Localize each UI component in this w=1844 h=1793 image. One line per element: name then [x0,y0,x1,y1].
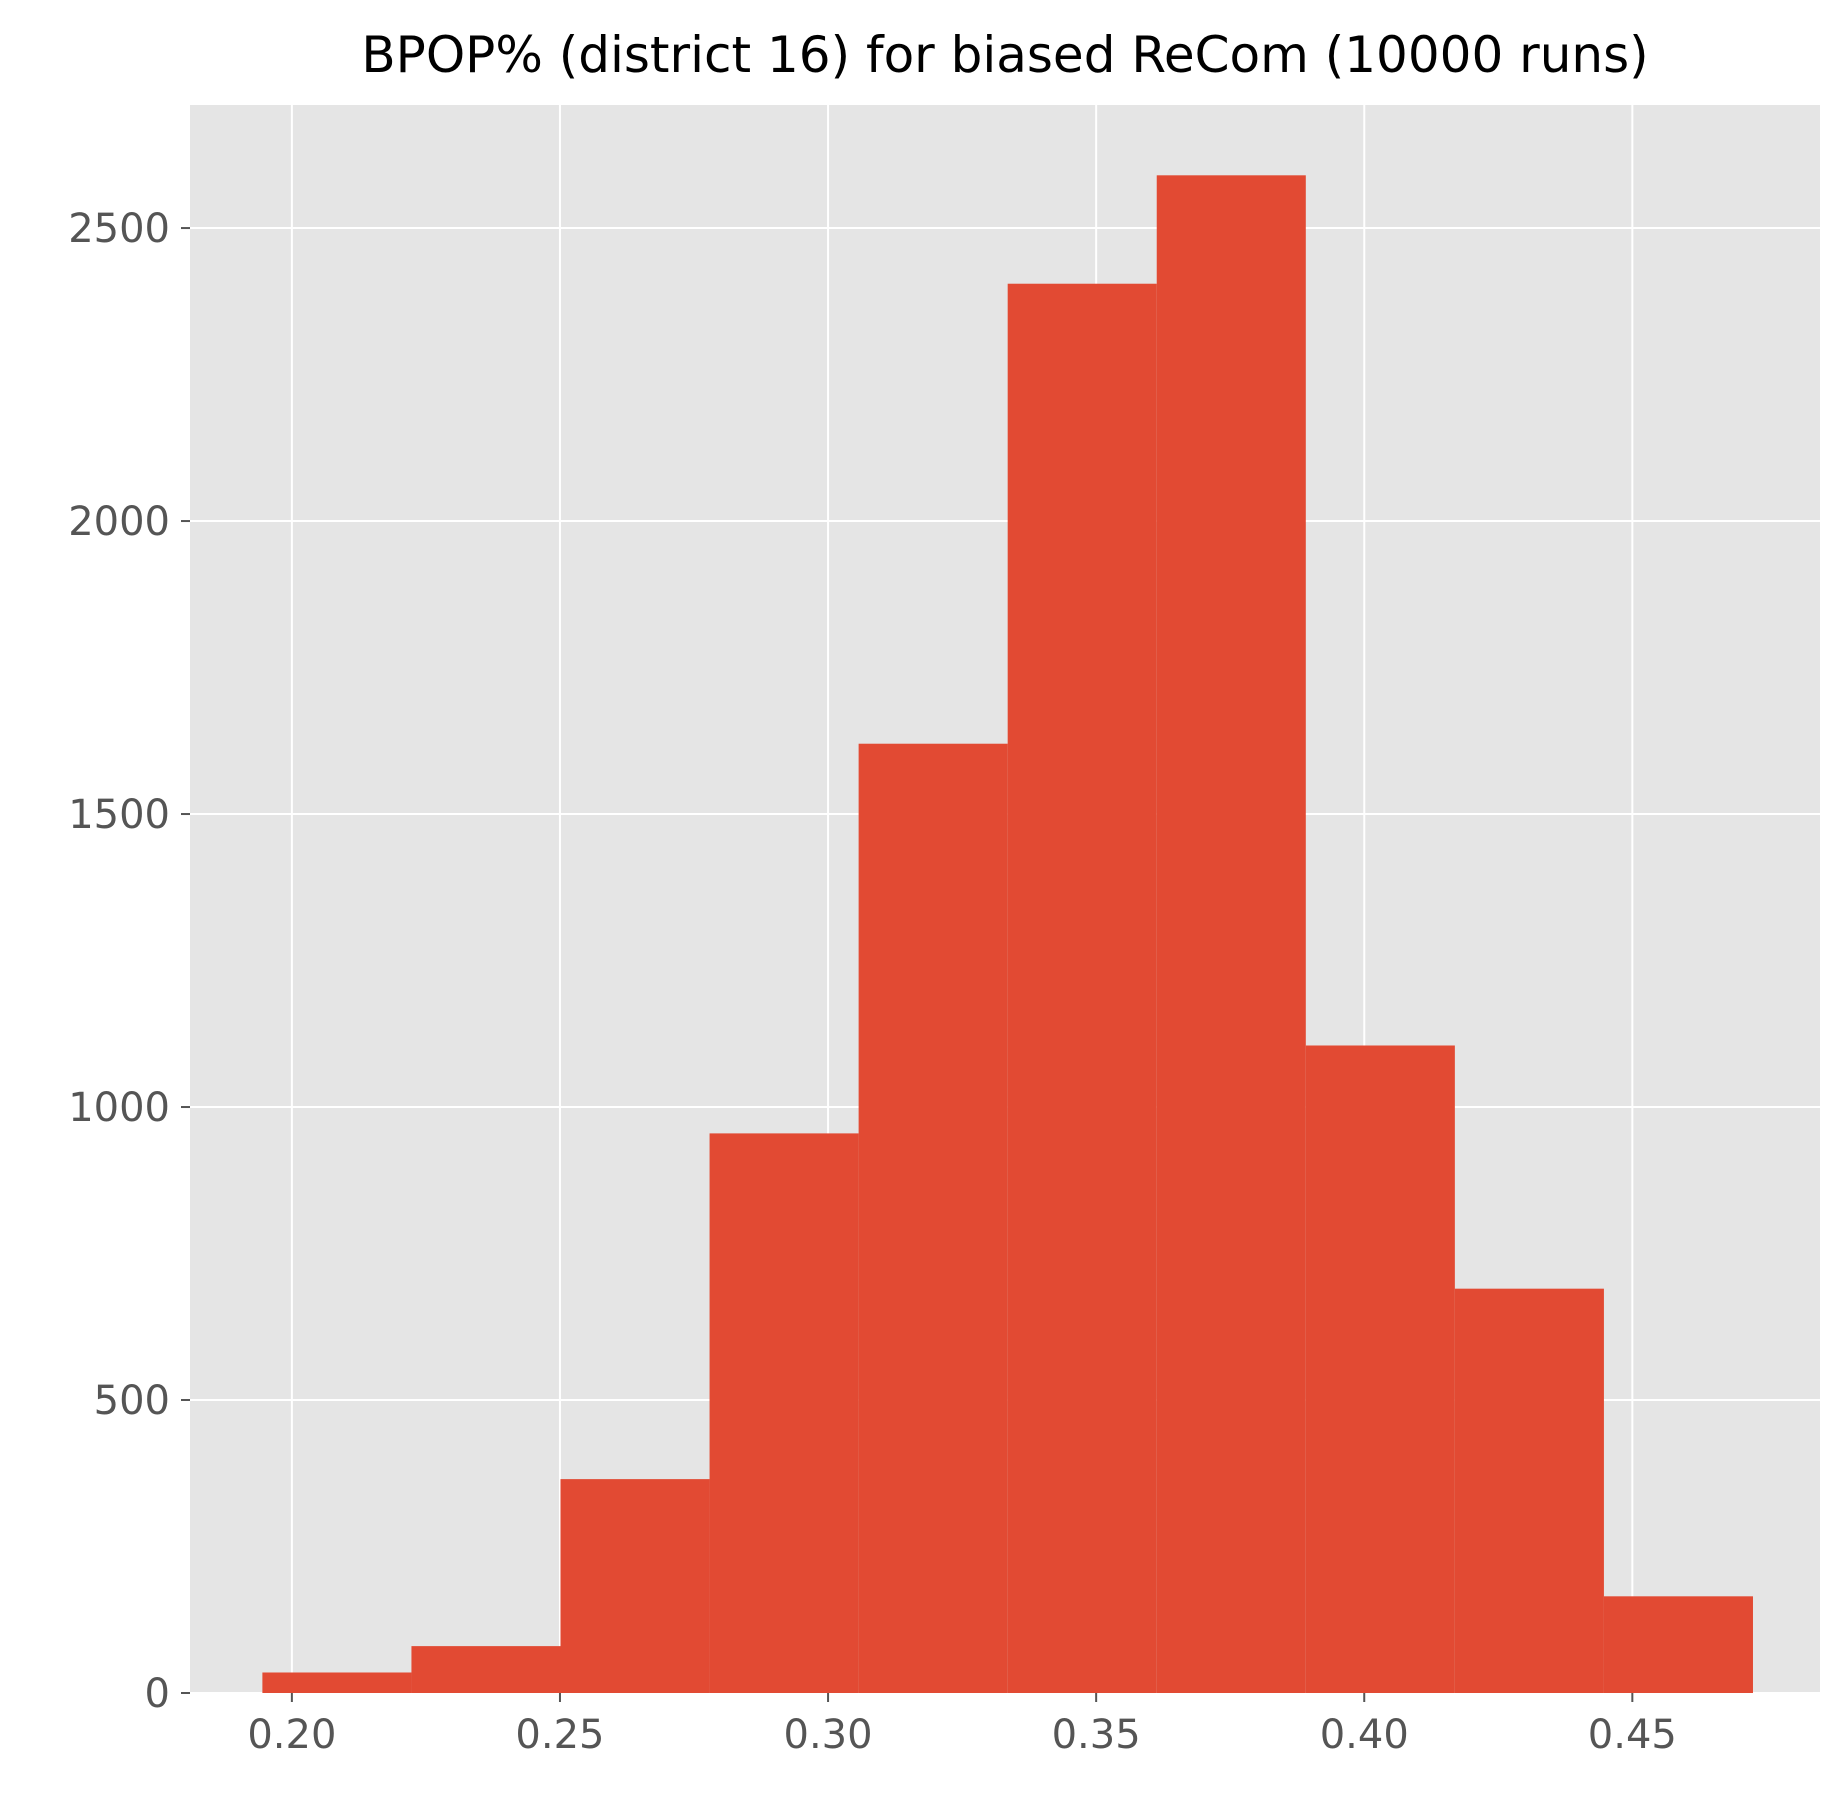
y-axis-ticks: 0 500 1000 1500 2000 2500 [68,206,190,1717]
y-tick-label-5: 2500 [68,206,170,252]
x-tick-label-1: 0.25 [515,1712,604,1758]
chart-title: BPOP% (district 16) for biased ReCom (10… [361,26,1648,84]
x-tick-label-2: 0.30 [784,1712,873,1758]
x-tick-label-5: 0.45 [1588,1712,1677,1758]
histogram-bar-2 [560,1479,710,1693]
histogram-bar-0 [262,1672,412,1693]
histogram-bar-9 [1603,1596,1753,1693]
histogram-bar-4 [858,743,1008,1693]
x-axis-ticks: 0.20 0.25 0.30 0.35 0.40 0.45 [247,1693,1677,1758]
x-tick-label-3: 0.35 [1052,1712,1141,1758]
histogram-bar-3 [709,1133,859,1693]
histogram-bar-6 [1156,175,1306,1693]
y-tick-label-0: 0 [145,1671,170,1717]
y-tick-label-2: 1000 [68,1085,170,1131]
histogram-bar-7 [1305,1045,1455,1693]
y-tick-label-4: 2000 [68,499,170,545]
y-tick-label-3: 1500 [68,792,170,838]
histogram-bar-5 [1007,283,1157,1693]
histogram-bar-1 [411,1646,561,1693]
y-tick-label-1: 500 [94,1378,170,1424]
x-tick-label-4: 0.40 [1320,1712,1409,1758]
histogram-bars [262,175,1753,1693]
x-tick-label-0: 0.20 [247,1712,336,1758]
histogram-bar-8 [1454,1288,1604,1693]
